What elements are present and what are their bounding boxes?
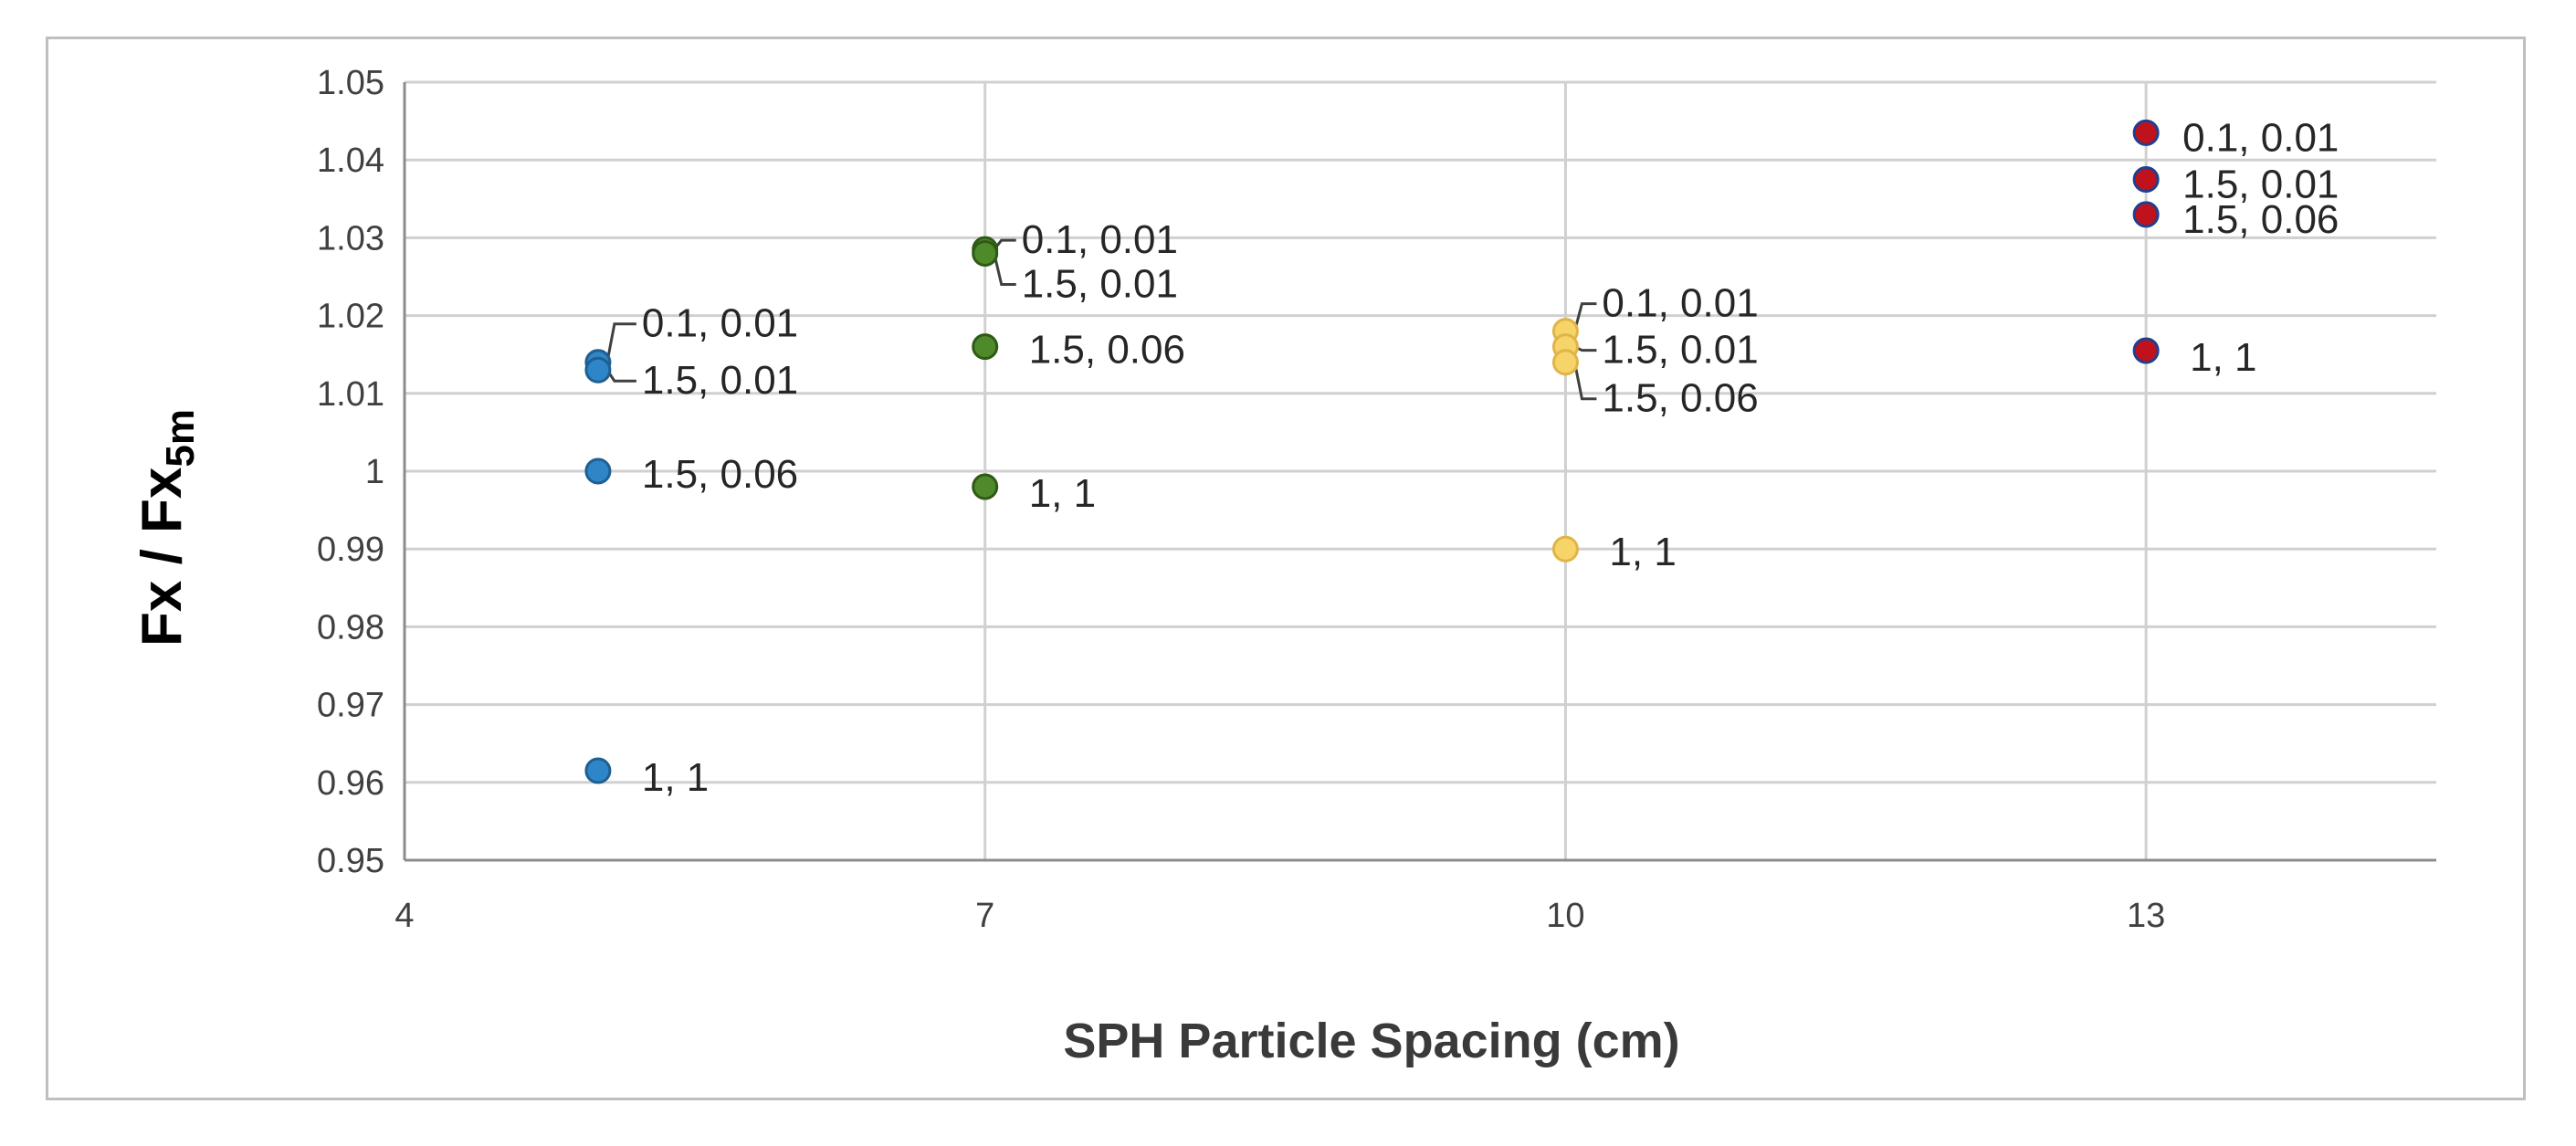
gridlines	[405, 80, 2436, 860]
data-label: 1.5, 0.01	[1022, 261, 1178, 306]
data-point	[972, 239, 999, 267]
label-leader-line	[605, 322, 636, 363]
x-tick-labels: 4 7 10 13	[394, 897, 2165, 935]
data-points	[584, 119, 2160, 784]
y-tick-label: 0.96	[317, 764, 384, 803]
data-label: 1, 1	[2190, 335, 2256, 380]
data-point	[1551, 535, 1579, 562]
y-tick-label: 1.01	[317, 375, 384, 414]
data-label: 0.1, 0.01	[642, 301, 798, 346]
x-axis-title: SPH Particle Spacing (cm)	[1063, 1014, 1679, 1068]
y-tick-label: 0.95	[317, 842, 384, 880]
data-point	[584, 457, 612, 485]
label-leader-line	[605, 369, 636, 383]
label-leader-line	[1572, 362, 1597, 401]
data-label: 1, 1	[1029, 471, 1096, 516]
y-tick-label: 1.04	[317, 142, 384, 180]
data-label: 1.5, 0.06	[642, 452, 798, 497]
data-point	[584, 356, 612, 384]
y-axis-title-subscript: 5m	[158, 409, 203, 468]
data-label: 1.5, 0.06	[2182, 197, 2339, 242]
data-labels: 0.1, 0.011.5, 0.011.5, 0.061, 10.1, 0.01…	[642, 115, 2339, 800]
y-tick-label: 1.05	[317, 64, 384, 102]
label-leader-line	[1572, 302, 1597, 332]
data-label: 1.5, 0.01	[1602, 328, 1758, 373]
data-point	[584, 757, 612, 784]
label-leader-line	[993, 253, 1016, 286]
data-point	[2132, 337, 2160, 364]
data-label: 0.1, 0.01	[1022, 217, 1178, 262]
y-axis-title: Fx / Fx5m	[131, 409, 203, 647]
chart-frame	[46, 37, 2526, 1100]
y-tick-label: 1.03	[317, 219, 384, 258]
data-label: 0.1, 0.01	[1602, 281, 1758, 326]
data-label: 1, 1	[642, 755, 709, 800]
data-point	[1551, 349, 1579, 376]
y-tick-label: 1.02	[317, 298, 384, 336]
x-tick-label: 4	[394, 897, 414, 935]
data-point	[972, 333, 999, 361]
x-tick-label: 13	[2127, 897, 2165, 935]
data-label: 1.5, 0.06	[1602, 376, 1758, 421]
data-point	[2132, 166, 2160, 193]
data-point	[2132, 119, 2160, 146]
data-label: 1.5, 0.01	[2182, 163, 2339, 207]
data-label: 1.5, 0.06	[1029, 328, 1185, 373]
data-label: 0.1, 0.01	[2182, 115, 2339, 160]
y-tick-label: 0.98	[317, 608, 384, 647]
data-point	[972, 473, 999, 500]
x-tick-label: 7	[975, 897, 994, 935]
axes	[403, 82, 2436, 862]
y-tick-label: 0.99	[317, 531, 384, 569]
y-tick-labels: 0.95 0.96 0.97 0.98 0.99 1 1.01 1.02 1.03 1.04 1.0…	[317, 64, 384, 880]
y-tick-label: 1	[365, 453, 384, 491]
y-tick-label: 0.97	[317, 687, 384, 725]
x-tick-label: 10	[1546, 897, 1584, 935]
data-label: 1, 1	[1609, 530, 1676, 574]
data-label: 1.5, 0.01	[642, 358, 798, 403]
y-axis-title-main: Fx / Fx	[131, 467, 194, 647]
data-point	[2132, 201, 2160, 228]
